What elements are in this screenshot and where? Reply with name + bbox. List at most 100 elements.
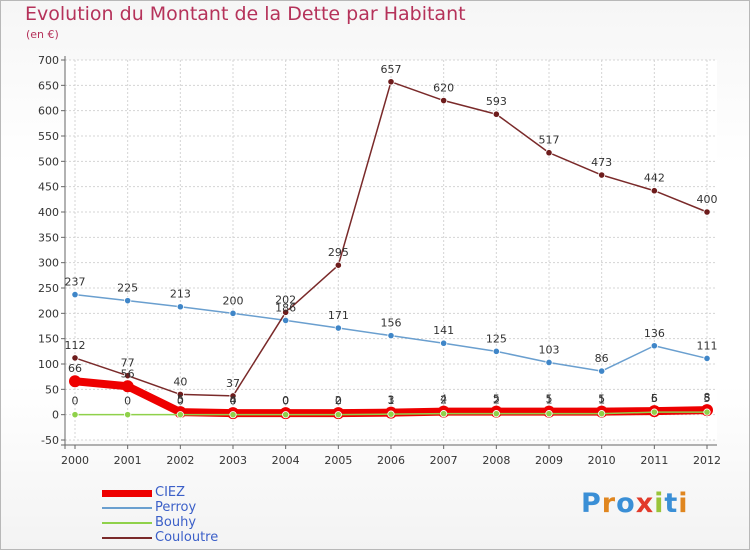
data-label-perroy: 111 bbox=[697, 339, 718, 352]
data-label-ciez: 8 bbox=[704, 391, 711, 404]
data-point-couloutre bbox=[282, 308, 290, 316]
data-point-couloutre bbox=[176, 390, 184, 398]
legend-label-ciez: CIEZ bbox=[155, 485, 186, 500]
legend-item-couloutre: Couloutre bbox=[102, 530, 302, 546]
data-label-perroy: 125 bbox=[486, 332, 507, 345]
y-tick-label: 450 bbox=[38, 181, 59, 194]
x-tick-label: 2001 bbox=[114, 454, 142, 467]
data-label-ciez: 6 bbox=[651, 392, 658, 405]
data-point-perroy bbox=[124, 297, 132, 305]
x-tick-label: 2012 bbox=[693, 454, 721, 467]
legend-label-perroy: Perroy bbox=[155, 500, 197, 515]
y-tick-label: 250 bbox=[38, 282, 59, 295]
data-point-perroy bbox=[71, 290, 79, 299]
data-point-bouhy bbox=[71, 411, 79, 419]
data-label-couloutre: 620 bbox=[433, 82, 454, 95]
data-label-bouhy: 0 bbox=[282, 395, 289, 408]
logo-letter: r bbox=[601, 488, 617, 519]
data-point-perroy bbox=[492, 347, 500, 355]
data-label-ciez: 4 bbox=[230, 394, 237, 407]
x-tick-label: 2008 bbox=[482, 454, 510, 467]
y-tick-label: 0 bbox=[52, 409, 59, 422]
data-label-perroy: 213 bbox=[170, 288, 191, 301]
data-point-bouhy bbox=[124, 411, 132, 419]
data-label-perroy: 237 bbox=[65, 276, 86, 289]
data-point-bouhy bbox=[650, 408, 658, 416]
x-tick-label: 2003 bbox=[219, 454, 247, 467]
y-tick-label: 500 bbox=[38, 155, 59, 168]
data-point-bouhy bbox=[229, 411, 237, 419]
data-point-perroy bbox=[176, 303, 184, 311]
chart-title: Evolution du Montant de la Dette par Hab… bbox=[25, 3, 466, 25]
x-tick-label: 2009 bbox=[535, 454, 563, 467]
data-label-bouhy: 1 bbox=[388, 394, 395, 407]
data-point-ciez bbox=[121, 380, 134, 393]
x-tick-label: 2010 bbox=[588, 454, 616, 467]
x-tick-label: 2002 bbox=[166, 454, 194, 467]
legend-swatch-bouhy bbox=[102, 522, 152, 524]
logo-letter: t bbox=[664, 488, 679, 519]
data-point-couloutre bbox=[71, 354, 79, 362]
data-label-perroy: 225 bbox=[117, 282, 138, 295]
data-label-couloutre: 593 bbox=[486, 95, 507, 108]
data-point-bouhy bbox=[492, 410, 500, 418]
data-point-couloutre bbox=[545, 149, 553, 157]
data-point-ciez bbox=[69, 375, 81, 388]
data-point-bouhy bbox=[387, 410, 395, 418]
data-label-ciez: 5 bbox=[493, 393, 500, 406]
data-point-couloutre bbox=[334, 261, 342, 269]
data-point-perroy bbox=[229, 309, 237, 317]
data-point-perroy bbox=[703, 354, 711, 363]
chart-legend: CIEZ Perroy Bouhy Couloutre bbox=[102, 485, 302, 546]
y-tick-label: 650 bbox=[38, 79, 59, 92]
y-tick-label: 350 bbox=[38, 231, 59, 244]
data-point-bouhy bbox=[703, 408, 711, 416]
data-label-ciez: 5 bbox=[598, 393, 605, 406]
logo-letter: i bbox=[678, 488, 689, 519]
data-label-couloutre: 657 bbox=[381, 63, 402, 76]
x-tick-label: 2007 bbox=[430, 454, 458, 467]
proxiti-logo: Proxiti bbox=[581, 488, 689, 519]
y-tick-label: 50 bbox=[45, 383, 59, 396]
data-point-couloutre bbox=[440, 96, 448, 105]
y-tick-label: -50 bbox=[41, 434, 59, 447]
data-point-perroy bbox=[545, 358, 553, 367]
data-label-ciez: 4 bbox=[440, 393, 447, 406]
legend-item-ciez: CIEZ bbox=[102, 485, 302, 501]
x-tick-label: 2006 bbox=[377, 454, 405, 467]
data-label-bouhy: 0 bbox=[72, 395, 79, 408]
data-label-perroy: 86 bbox=[595, 352, 609, 365]
y-tick-label: 100 bbox=[38, 358, 59, 371]
data-label-ciez: 5 bbox=[546, 393, 553, 406]
data-label-perroy: 136 bbox=[644, 327, 665, 340]
data-label-couloutre: 400 bbox=[697, 193, 718, 206]
data-label-perroy: 156 bbox=[381, 317, 402, 330]
y-tick-label: 700 bbox=[38, 54, 59, 67]
legend-swatch-ciez bbox=[102, 490, 152, 497]
data-point-bouhy bbox=[334, 411, 342, 419]
logo-letter: x bbox=[635, 488, 655, 519]
data-label-perroy: 186 bbox=[275, 301, 296, 314]
data-label-couloutre: 517 bbox=[539, 134, 560, 147]
data-label-couloutre: 295 bbox=[328, 246, 349, 259]
logo-letter: o bbox=[616, 488, 636, 519]
data-label-bouhy: 2 bbox=[493, 394, 500, 407]
data-label-ciez: 5 bbox=[177, 393, 184, 406]
y-tick-label: 300 bbox=[38, 257, 59, 270]
data-point-couloutre bbox=[598, 171, 606, 179]
data-label-bouhy: 1 bbox=[546, 394, 553, 407]
data-point-perroy bbox=[282, 316, 290, 325]
legend-swatch-perroy bbox=[102, 507, 152, 509]
legend-label-couloutre: Couloutre bbox=[155, 530, 219, 545]
y-tick-label: 200 bbox=[38, 307, 59, 320]
data-label-couloutre: 202 bbox=[275, 293, 296, 306]
data-label-couloutre: 473 bbox=[591, 156, 612, 169]
legend-label-bouhy: Bouhy bbox=[155, 515, 197, 530]
data-label-perroy: 171 bbox=[328, 309, 349, 322]
data-point-couloutre bbox=[124, 372, 132, 380]
data-label-ciez: 0 bbox=[282, 394, 289, 407]
data-label-bouhy: 0 bbox=[230, 395, 237, 408]
data-point-bouhy bbox=[598, 410, 606, 418]
data-point-couloutre bbox=[229, 392, 237, 400]
